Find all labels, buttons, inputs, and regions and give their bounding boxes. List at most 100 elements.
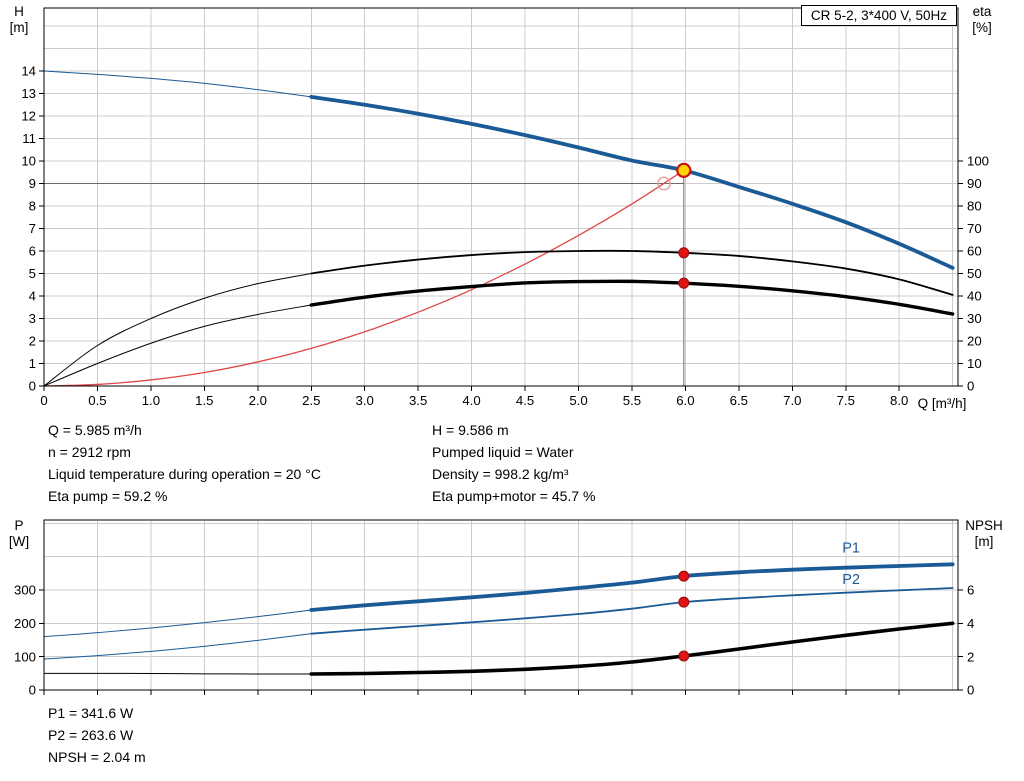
svg-text:4: 4 [29, 289, 36, 304]
power-npsh-chart: 0 100 200 300 0 2 4 6 P1 P2 [14, 519, 974, 698]
p1-curve-low-flow [43, 609, 312, 638]
npsh-axis-unit: [m] [974, 534, 994, 549]
density-text: Density = 998.2 kg/m³ [432, 466, 569, 482]
p-axis-name: P [14, 518, 24, 533]
svg-text:7.5: 7.5 [837, 393, 855, 408]
svg-text:60: 60 [967, 244, 982, 259]
npsh-curve [309, 621, 955, 676]
svg-text:200: 200 [14, 616, 36, 631]
duty-point-marker [676, 162, 692, 178]
svg-text:13: 13 [21, 86, 36, 101]
head-curve-low-flow [43, 70, 312, 98]
liquid-temperature-text: Liquid temperature during operation = 20… [48, 466, 321, 482]
svg-text:2: 2 [29, 334, 36, 349]
eta-pump-curve [310, 249, 954, 296]
p2-curve [310, 587, 954, 635]
npsh-axis-title: NPSH [m] [954, 518, 1014, 550]
duty-head-text: H = 9.586 m [432, 422, 509, 438]
pump-model-badge: CR 5-2, 3*400 V, 50Hz [800, 5, 957, 26]
npsh-curve-low-flow [43, 672, 312, 675]
svg-text:7.0: 7.0 [783, 393, 801, 408]
p2-curve-low-flow [43, 633, 312, 660]
svg-text:40: 40 [967, 289, 982, 304]
eta-axis-title: eta [%] [958, 4, 1006, 36]
head-curve [309, 94, 955, 270]
svg-text:0: 0 [967, 683, 974, 698]
svg-text:6: 6 [29, 244, 36, 259]
eta-axis-name: eta [972, 4, 992, 19]
npsh-axis-name: NPSH [965, 518, 1003, 533]
p1-text: P1 = 341.6 W [48, 705, 134, 721]
svg-text:50: 50 [967, 266, 982, 281]
svg-text:80: 80 [967, 199, 982, 214]
svg-text:1.0: 1.0 [142, 393, 160, 408]
pumped-liquid-text: Pumped liquid = Water [432, 444, 574, 460]
duty-info-right-column: H = 9.586 m Pumped liquid = Water Densit… [432, 419, 595, 507]
svg-text:9: 9 [29, 176, 36, 191]
h-axis-unit: [m] [9, 20, 29, 35]
svg-text:6: 6 [967, 583, 974, 598]
eta-pump-text: Eta pump = 59.2 % [48, 488, 168, 504]
svg-text:300: 300 [14, 583, 36, 598]
svg-text:P2: P2 [842, 572, 860, 588]
svg-text:100: 100 [14, 649, 36, 664]
p1-curve [309, 562, 955, 612]
duty-flow-text: Q = 5.985 m³/h [48, 422, 142, 438]
npsh-text: NPSH = 2.04 m [48, 749, 146, 765]
svg-text:5.0: 5.0 [569, 393, 587, 408]
eta-pump-motor-curve-low-flow [43, 304, 312, 387]
svg-text:8: 8 [29, 199, 36, 214]
svg-text:2.0: 2.0 [249, 393, 267, 408]
svg-text:0: 0 [967, 379, 974, 394]
svg-text:100: 100 [967, 154, 989, 169]
svg-text:0: 0 [29, 683, 36, 698]
svg-text:30: 30 [967, 311, 982, 326]
p-axis-unit: [W] [8, 534, 30, 549]
svg-text:6.5: 6.5 [730, 393, 748, 408]
svg-text:3.0: 3.0 [356, 393, 374, 408]
h-axis-name: H [14, 4, 24, 19]
svg-text:0: 0 [40, 393, 47, 408]
head-efficiency-chart: 0 0.5 1.0 1.5 2.0 2.5 3.0 3.5 4.0 4.5 5.0 5.5 6.0 6.5… [21, 7, 989, 408]
h-axis-title: H [m] [0, 4, 38, 36]
svg-text:3: 3 [29, 311, 36, 326]
svg-text:1.5: 1.5 [195, 393, 213, 408]
p1-duty-marker [678, 570, 690, 582]
svg-text:12: 12 [21, 109, 36, 124]
svg-text:11: 11 [22, 131, 36, 146]
svg-text:70: 70 [967, 221, 982, 236]
svg-text:10: 10 [21, 154, 36, 169]
svg-text:20: 20 [967, 334, 982, 349]
svg-text:4: 4 [967, 616, 974, 631]
eta-pump-motor-curve [309, 279, 955, 316]
svg-text:4.0: 4.0 [462, 393, 480, 408]
eta-pump-curve-low-flow [43, 273, 312, 387]
svg-text:2: 2 [967, 649, 974, 664]
svg-text:0.5: 0.5 [88, 393, 106, 408]
speed-text: n = 2912 rpm [48, 444, 131, 460]
svg-text:7: 7 [29, 221, 36, 236]
eta-pump-motor-text: Eta pump+motor = 45.7 % [432, 488, 596, 504]
svg-text:P1: P1 [842, 541, 860, 557]
svg-text:2.5: 2.5 [302, 393, 320, 408]
npsh-duty-marker [678, 650, 690, 662]
svg-text:14: 14 [21, 64, 36, 79]
eta-pump-motor-duty-marker [678, 277, 690, 289]
p2-text: P2 = 263.6 W [48, 727, 134, 743]
svg-text:6.0: 6.0 [676, 393, 694, 408]
requested-duty-marker [657, 176, 671, 191]
eta-axis-unit: [%] [972, 20, 992, 35]
power-info-column: P1 = 341.6 W P2 = 263.6 W NPSH = 2.04 m [48, 702, 146, 768]
svg-text:10: 10 [967, 356, 982, 371]
svg-text:5: 5 [29, 266, 36, 281]
duty-info-left-column: Q = 5.985 m³/h n = 2912 rpm Liquid tempe… [48, 419, 321, 507]
svg-text:1: 1 [29, 356, 36, 371]
q-axis-title: Q [m³/h] [917, 396, 967, 411]
p2-duty-marker [678, 596, 690, 608]
eta-pump-duty-marker [678, 247, 690, 259]
svg-text:8.0: 8.0 [890, 393, 908, 408]
system-curve [43, 169, 685, 387]
p-axis-title: P [W] [0, 518, 38, 550]
